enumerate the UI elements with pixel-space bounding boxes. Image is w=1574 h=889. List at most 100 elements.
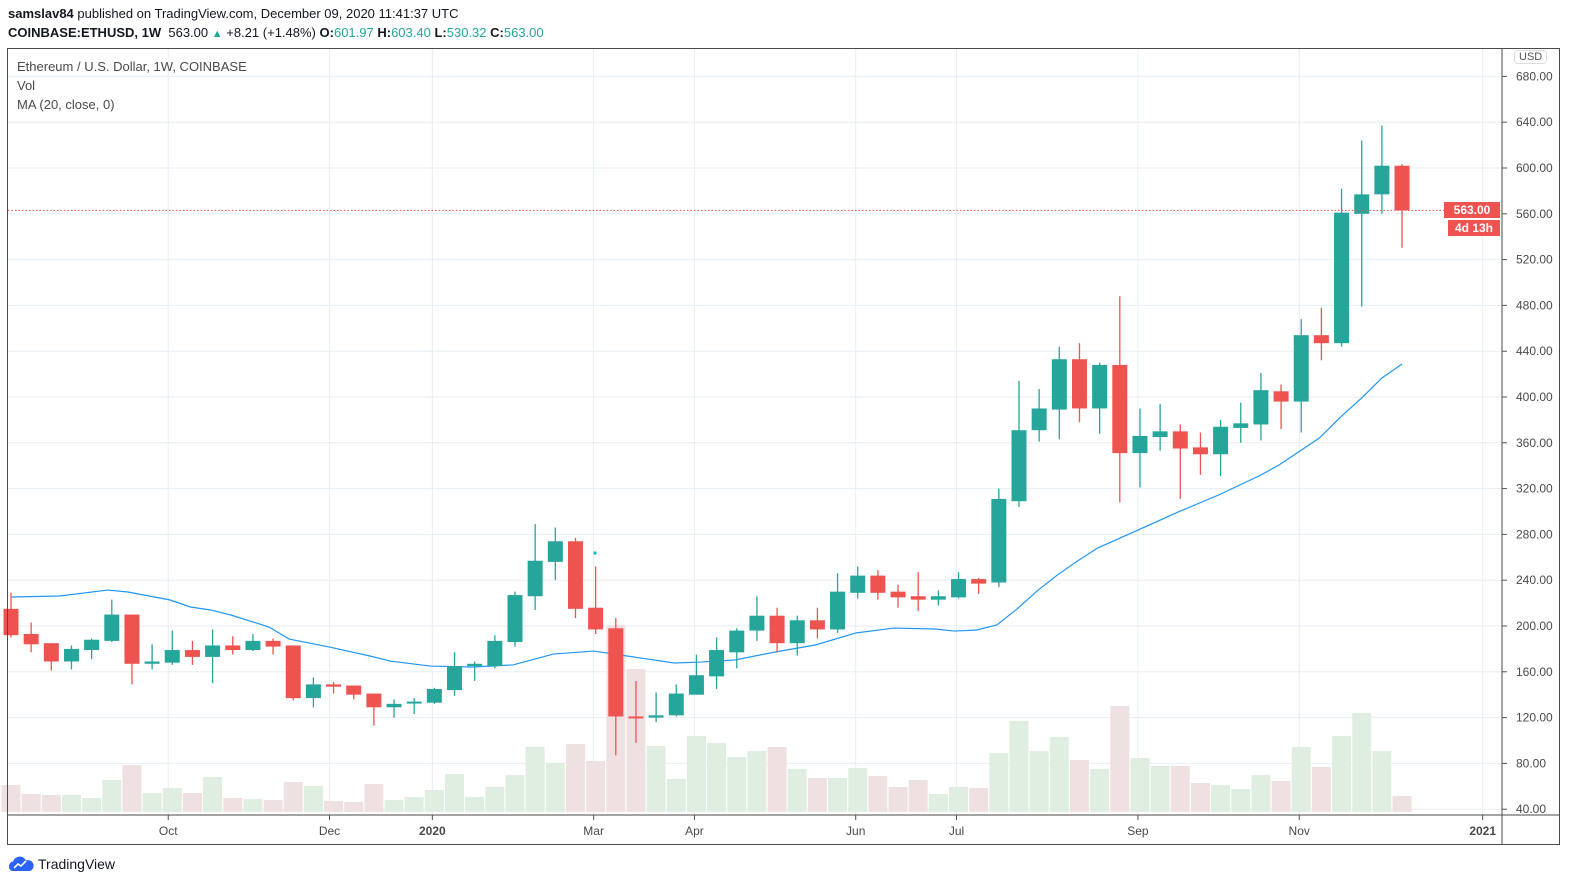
legend-ma[interactable]: MA (20, close, 0) xyxy=(17,97,115,112)
candle-body xyxy=(688,675,704,695)
candle-body xyxy=(1253,390,1269,425)
currency-button[interactable]: USD xyxy=(1514,50,1548,64)
candle-body xyxy=(467,663,483,667)
volume-bar xyxy=(1029,751,1049,812)
candle xyxy=(1293,319,1309,433)
candle-body xyxy=(749,615,765,631)
candle xyxy=(1334,188,1350,347)
candle-body xyxy=(1313,335,1329,344)
candle-body xyxy=(326,684,342,687)
candle xyxy=(971,577,987,594)
volume-bar xyxy=(1392,796,1412,812)
symbol: COINBASE:ETHUSD, 1W xyxy=(8,25,162,40)
volume-bar xyxy=(404,797,424,812)
tradingview-logo[interactable]: TradingView xyxy=(8,856,115,872)
volume-bar xyxy=(1150,766,1170,812)
candle-body xyxy=(1132,435,1148,454)
candle xyxy=(305,677,321,708)
volume-bar xyxy=(787,769,807,812)
y-tick-label: 240.00 xyxy=(1516,573,1553,587)
candle xyxy=(668,684,684,717)
y-tick-label: 40.00 xyxy=(1516,802,1546,816)
volume-bar xyxy=(969,788,989,812)
candle xyxy=(1192,432,1208,475)
volume-bar xyxy=(1130,758,1150,812)
candle xyxy=(1273,384,1289,430)
event-marker-icon xyxy=(593,551,597,555)
candle xyxy=(467,661,483,681)
y-tick-label: 680.00 xyxy=(1516,69,1553,83)
volume-bar xyxy=(1090,769,1110,812)
candle xyxy=(910,572,926,612)
candle xyxy=(1132,408,1148,488)
volume-bar xyxy=(586,761,606,812)
volume-bar xyxy=(565,744,585,812)
candle xyxy=(285,645,301,701)
volume-bar xyxy=(424,790,444,812)
author: samslav84 xyxy=(8,6,74,21)
candle xyxy=(1031,388,1047,442)
last-price-label: 563.00 xyxy=(1444,202,1500,218)
volume-bar xyxy=(1271,781,1291,812)
volume-bar xyxy=(61,795,81,812)
volume-bar xyxy=(989,753,1009,812)
candle xyxy=(709,637,725,689)
volume-bar xyxy=(182,793,202,812)
candle xyxy=(930,590,946,606)
candle xyxy=(366,693,382,726)
last-price: 563.00 xyxy=(168,25,209,40)
candle-body xyxy=(951,579,967,598)
candle-body xyxy=(164,650,180,663)
y-tick-label: 480.00 xyxy=(1516,298,1553,312)
candle xyxy=(1152,403,1168,451)
candle xyxy=(991,488,1007,588)
candle-body xyxy=(668,693,684,716)
volume-bar xyxy=(122,765,142,812)
price-change: +8.21 (+1.48%) xyxy=(226,25,316,40)
candle xyxy=(850,566,866,599)
volume-bar xyxy=(263,800,283,812)
candle xyxy=(386,699,402,718)
volume-bar xyxy=(203,777,223,812)
candle xyxy=(346,685,362,700)
candle xyxy=(426,687,442,704)
candle xyxy=(1071,343,1087,423)
candle xyxy=(830,573,846,633)
y-tick-label: 560.00 xyxy=(1516,207,1553,221)
volume-bar xyxy=(1211,785,1231,812)
close-label: C: xyxy=(490,25,504,40)
candle-body xyxy=(567,541,583,609)
candle-body xyxy=(265,640,281,647)
candle-body xyxy=(346,685,362,695)
y-tick-label: 520.00 xyxy=(1516,253,1553,267)
volume-bar xyxy=(485,787,505,812)
volume-bar xyxy=(21,794,41,812)
publish-info: samslav84 published on TradingView.com, … xyxy=(8,6,459,21)
candle-body xyxy=(305,684,321,699)
candle xyxy=(1394,164,1410,248)
candle-body xyxy=(850,575,866,593)
candle xyxy=(769,607,785,653)
candle xyxy=(688,654,704,695)
candle-body xyxy=(1273,391,1289,402)
volume-bar xyxy=(1110,706,1130,812)
published-text: published on TradingView.com, December 0… xyxy=(77,6,459,21)
volume-bar xyxy=(888,787,908,812)
legend-vol[interactable]: Vol xyxy=(17,78,36,93)
candle xyxy=(951,572,967,599)
candle-body xyxy=(205,645,221,657)
y-tick-label: 440.00 xyxy=(1516,344,1553,358)
volume-bar xyxy=(1291,747,1311,812)
candle-body xyxy=(1051,359,1067,410)
candle-body xyxy=(588,607,604,630)
ma-line xyxy=(10,363,1403,668)
volume-bar xyxy=(384,800,404,812)
candle xyxy=(1313,307,1329,361)
candle-body xyxy=(709,650,725,677)
open-value: 601.97 xyxy=(333,25,374,40)
candle-body xyxy=(386,703,402,708)
candle-body xyxy=(1172,431,1188,449)
volume-bar xyxy=(686,736,706,812)
candle-body xyxy=(870,575,886,593)
